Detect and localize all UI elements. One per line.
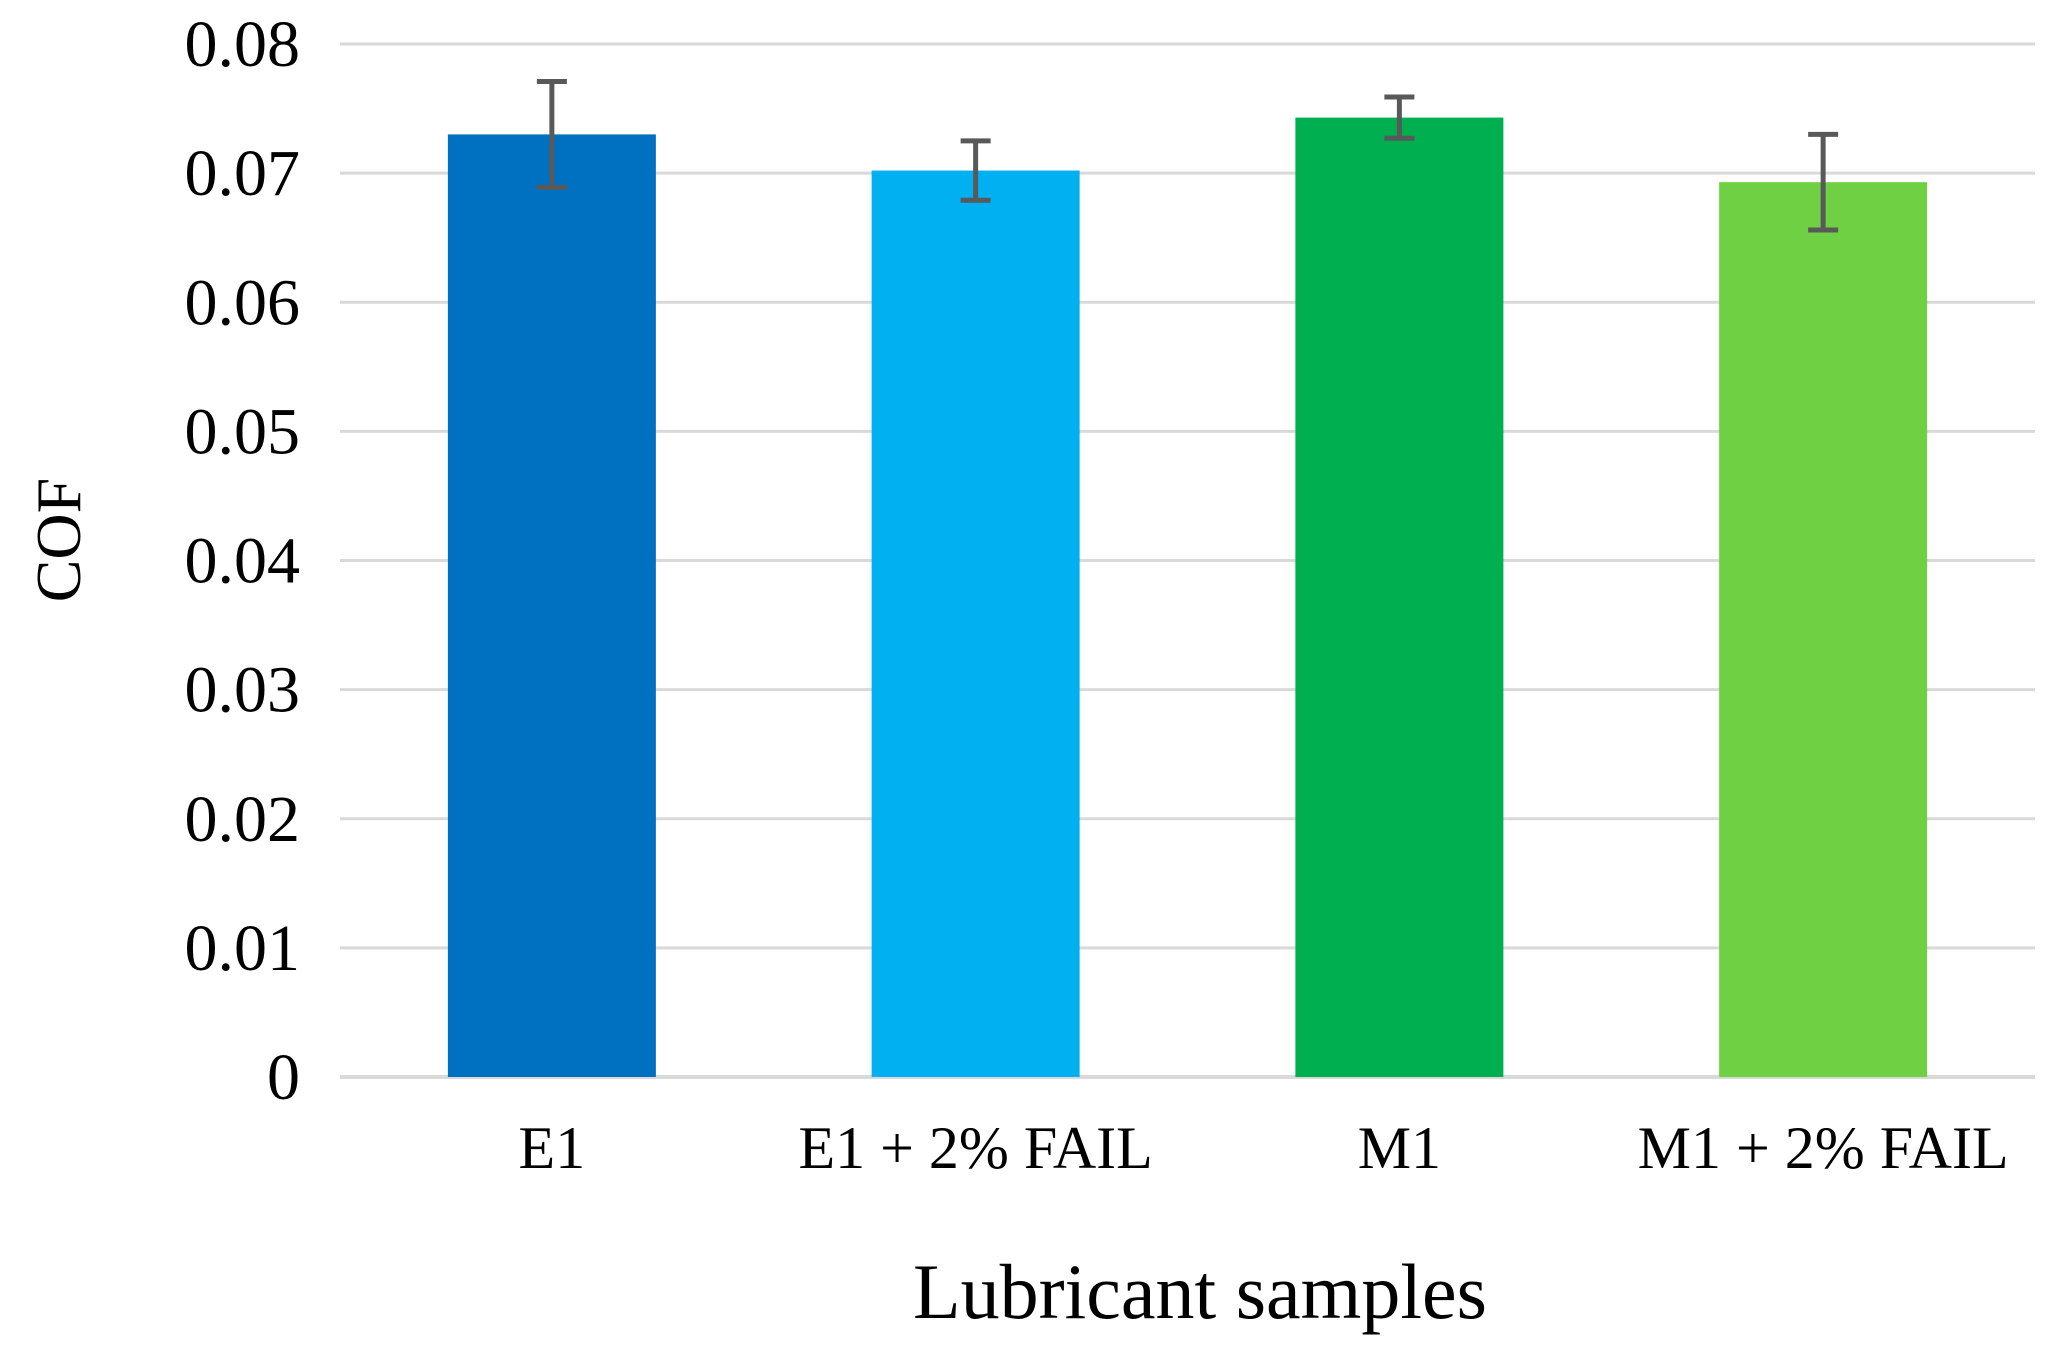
x-tick-label: M1 + 2% FAIL [1638,1115,2009,1181]
bar [447,134,656,1077]
y-tick-label: 0.05 [185,395,301,468]
y-tick-label: 0.06 [185,266,301,339]
error-bar [1808,131,1839,233]
error-bars [536,78,1839,233]
x-tick-labels: E1 E1 + 2% FAIL M1 M1 + 2% FAIL [519,1115,2009,1181]
x-tick-label: M1 [1358,1115,1441,1181]
y-axis-title: COF [23,478,94,603]
y-tick-label: 0.03 [185,654,301,727]
bar [1719,182,1928,1077]
error-bar [960,138,991,203]
y-tick-label: 0.08 [185,8,301,81]
y-tick-label: 0 [267,1041,300,1114]
bar [871,170,1080,1078]
y-tick-label: 0.02 [185,783,301,856]
error-bar [1384,94,1415,141]
error-bar [536,78,567,190]
y-tick-labels: 0 0.01 0.02 0.03 0.04 0.05 0.06 0.07 0.08 [185,8,301,1114]
y-tick-label: 0.01 [185,912,301,985]
x-tick-label: E1 [519,1115,586,1181]
y-tick-label: 0.04 [185,525,301,598]
x-axis-title: Lubricant samples [913,1248,1487,1335]
bars [447,117,1928,1078]
x-tick-label: E1 + 2% FAIL [798,1115,1152,1181]
bar [1295,117,1504,1077]
y-tick-label: 0.07 [185,137,301,210]
